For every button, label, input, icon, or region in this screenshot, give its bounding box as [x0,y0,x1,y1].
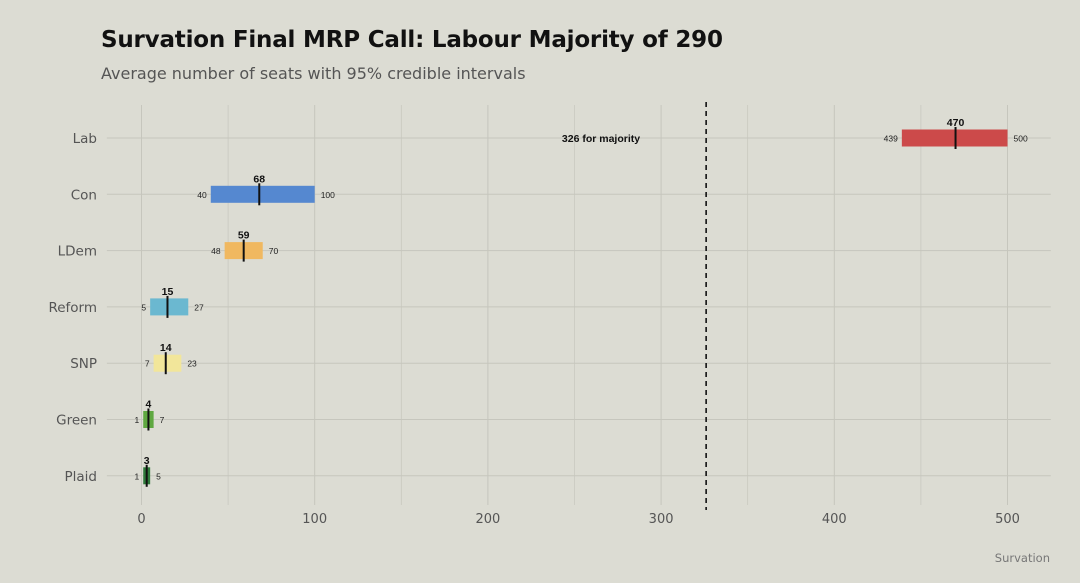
estimate-label: 4 [146,399,152,411]
interval-bar-snp [153,354,182,372]
y-tick-label: Con [71,187,97,203]
x-tick-label: 400 [822,512,847,527]
y-tick-label: Green [56,413,97,429]
x-tick-label: 300 [649,512,674,527]
lower-bound-label: 5 [141,302,146,312]
y-tick-label: SNP [70,356,97,372]
interval-bar-reform [150,298,189,316]
majority-label: 326 for majority [562,133,640,145]
estimate-label: 15 [162,286,174,298]
source-credit: Survation [994,551,1050,565]
lower-bound-label: 1 [134,415,139,425]
lower-bound-label: 1 [134,471,139,481]
upper-bound-label: 70 [269,246,279,256]
y-tick-label: Lab [73,131,97,147]
upper-bound-label: 23 [187,359,197,369]
y-tick-label: Reform [48,300,97,316]
y-tick-label: Plaid [65,469,97,485]
upper-bound-label: 100 [321,190,335,200]
y-tick-label: LDem [58,244,97,260]
chart-subtitle: Average number of seats with 95% credibl… [101,64,526,83]
upper-bound-label: 5 [156,471,161,481]
estimate-label: 14 [160,342,172,354]
lower-bound-label: 48 [211,246,221,256]
x-tick-label: 200 [475,512,500,527]
lower-bound-label: 7 [145,359,150,369]
x-tick-label: 0 [137,512,145,527]
upper-bound-label: 27 [194,302,204,312]
interval-bar-con [210,185,315,203]
x-tick-label: 100 [302,512,327,527]
x-tick-label: 500 [995,512,1020,527]
estimate-label: 470 [947,117,965,129]
upper-bound-label: 500 [1014,134,1028,144]
estimate-label: 3 [144,455,150,467]
chart-title: Survation Final MRP Call: Labour Majorit… [101,27,723,53]
lower-bound-label: 439 [884,134,898,144]
estimate-label: 68 [253,173,265,185]
estimate-label: 59 [238,230,250,242]
upper-bound-label: 7 [160,415,165,425]
lower-bound-label: 40 [197,190,207,200]
